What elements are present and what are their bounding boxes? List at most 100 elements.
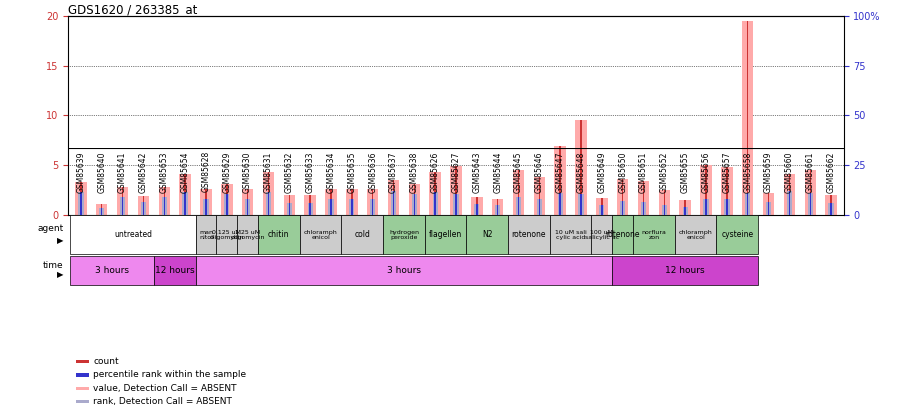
Text: GSM85626: GSM85626 [430, 151, 439, 192]
Bar [599, 205, 604, 215]
Bar [159, 187, 169, 215]
Bar [101, 208, 102, 215]
Bar [538, 177, 539, 215]
Bar [391, 191, 395, 215]
Bar [632, 215, 674, 254]
Bar [307, 203, 312, 215]
Bar [507, 215, 549, 254]
Text: ▶: ▶ [57, 271, 64, 279]
Bar [455, 194, 456, 215]
Bar [414, 184, 415, 215]
Text: rank, Detection Call = ABSENT: rank, Detection Call = ABSENT [93, 397, 231, 405]
Text: chloramph
enicol: chloramph enicol [303, 230, 337, 240]
Bar [372, 199, 373, 215]
Bar [611, 215, 632, 254]
Bar [195, 215, 216, 254]
Text: GSM85648: GSM85648 [576, 151, 585, 192]
Bar [725, 199, 727, 215]
Text: GSM85662: GSM85662 [825, 151, 834, 192]
Bar [742, 21, 752, 215]
Bar [78, 192, 84, 215]
Bar [496, 205, 497, 215]
Text: norflura
zon: norflura zon [640, 230, 666, 240]
Text: GSM85661: GSM85661 [805, 151, 814, 192]
Text: GSM85645: GSM85645 [514, 151, 522, 193]
Bar [725, 167, 727, 215]
Text: cysteine: cysteine [721, 230, 752, 239]
Bar [578, 194, 583, 215]
Bar [241, 189, 253, 215]
Text: GSM85658: GSM85658 [742, 151, 752, 192]
Text: ▶: ▶ [57, 237, 64, 245]
Text: flagellen: flagellen [428, 230, 462, 239]
Bar [80, 192, 82, 215]
Bar [351, 199, 353, 215]
Text: 0.125 uM
oligomycin: 0.125 uM oligomycin [210, 230, 244, 240]
Text: GSM85629: GSM85629 [222, 151, 231, 192]
Bar [300, 215, 341, 254]
Bar [471, 197, 482, 215]
Bar [804, 170, 815, 215]
Text: GSM85627: GSM85627 [451, 151, 460, 192]
Bar [414, 194, 415, 215]
Bar [245, 199, 250, 215]
Bar [216, 215, 237, 254]
Bar [516, 197, 520, 215]
Text: chloramph
enicol: chloramph enicol [678, 230, 711, 240]
Bar [450, 166, 461, 215]
Bar [425, 215, 466, 254]
Text: chitin: chitin [268, 230, 290, 239]
Bar [140, 202, 146, 215]
Bar [600, 205, 602, 215]
Bar [474, 204, 479, 215]
Bar [76, 360, 88, 363]
Text: GSM85646: GSM85646 [534, 151, 543, 193]
Bar [122, 187, 123, 215]
Bar [702, 199, 708, 215]
Bar [674, 215, 716, 254]
Bar [203, 199, 209, 215]
Text: percentile rank within the sample: percentile rank within the sample [93, 371, 246, 379]
Bar [247, 199, 248, 215]
Bar [70, 215, 195, 254]
Text: GSM85653: GSM85653 [159, 151, 169, 193]
Bar [163, 187, 165, 215]
Bar [70, 256, 154, 285]
Bar [538, 199, 539, 215]
Bar [226, 194, 227, 215]
Bar [345, 189, 357, 215]
Bar [716, 215, 757, 254]
Bar [432, 192, 437, 215]
Bar [455, 166, 456, 215]
Bar [512, 170, 524, 215]
Text: GSM85630: GSM85630 [243, 151, 251, 193]
Text: GSM85639: GSM85639 [77, 151, 86, 193]
Bar [411, 194, 416, 215]
Bar [195, 256, 611, 285]
Bar [617, 179, 628, 215]
Text: time: time [43, 261, 64, 270]
Bar [824, 195, 836, 215]
Bar [393, 180, 394, 215]
Text: GSM85650: GSM85650 [618, 151, 627, 193]
Text: GDS1620 / 263385_at: GDS1620 / 263385_at [68, 3, 198, 16]
Bar [684, 200, 685, 215]
Text: GSM85634: GSM85634 [326, 151, 335, 193]
Bar [226, 184, 227, 215]
Bar [142, 196, 144, 215]
Bar [304, 195, 315, 215]
Bar [517, 170, 518, 215]
Text: GSM85633: GSM85633 [305, 151, 314, 193]
Bar [325, 189, 336, 215]
Bar [184, 174, 186, 215]
Text: GSM85651: GSM85651 [639, 151, 648, 192]
Bar [829, 195, 831, 215]
Bar [80, 182, 82, 215]
Bar [621, 201, 623, 215]
Bar [495, 205, 500, 215]
Bar [744, 193, 750, 215]
Bar [76, 400, 88, 403]
Bar [179, 174, 190, 215]
Bar [765, 202, 771, 215]
Bar [554, 146, 566, 215]
